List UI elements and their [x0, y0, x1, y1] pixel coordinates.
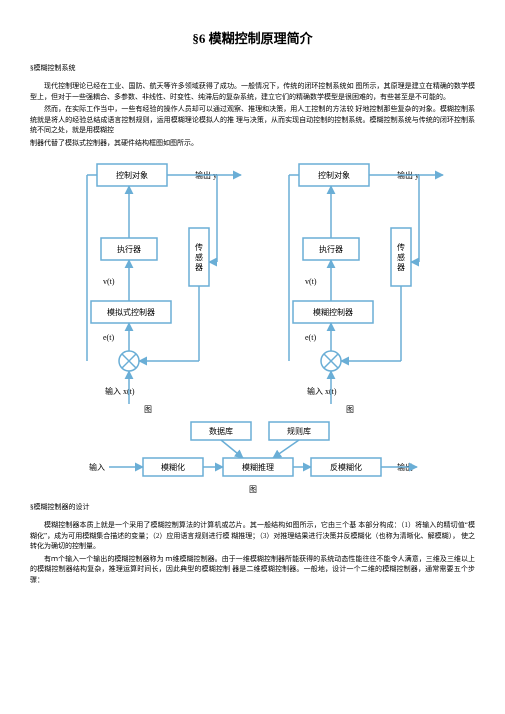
para1: 现代控制理论已经在工业、国防、航天等许多领域获得了成功。一般情况下，传统的闭环控…: [30, 81, 475, 102]
page: §6 模糊控制原理简介 §模糊控制系统 现代控制理论已经在工业、国防、航天等许多…: [0, 0, 505, 617]
title: §6 模糊控制原理简介: [30, 28, 475, 47]
svg-text:图: 图: [249, 485, 257, 494]
svg-text:v(t): v(t): [305, 277, 317, 286]
para4: 模糊控制器本质上就是一个采用了模糊控制算法的计算机或芯片。其一般结构如图所示，它…: [30, 520, 475, 552]
svg-text:v(t): v(t): [103, 277, 115, 286]
svg-text:执行器: 执行器: [117, 244, 141, 254]
para3: 制器代替了模拟式控制器，其硬件结构框图如图所示。: [30, 138, 475, 149]
svg-text:规则库: 规则库: [287, 426, 311, 436]
svg-text:传: 传: [397, 242, 405, 252]
svg-text:e(t): e(t): [305, 333, 316, 342]
section1-heading: §模糊控制系统: [30, 63, 475, 73]
svg-text:执行器: 执行器: [319, 244, 343, 254]
svg-text:控制对象: 控制对象: [116, 170, 148, 180]
svg-text:模糊化: 模糊化: [161, 462, 185, 472]
svg-text:图: 图: [144, 405, 152, 414]
svg-text:控制对象: 控制对象: [318, 170, 350, 180]
svg-text:模拟式控制器: 模拟式控制器: [107, 307, 155, 317]
feedback-diagram-right: 控制对象输出 y传感器执行器v(t)模糊控制器e(t)输入 x(t)图: [259, 156, 449, 414]
svg-text:感: 感: [397, 252, 405, 262]
svg-text:模糊推理: 模糊推理: [242, 462, 274, 472]
para5: 有ｍ个输入一个输出的模糊控制器称为 ｍ维模糊控制器。由于一维模糊控制器所能获得的…: [30, 554, 475, 586]
svg-text:图: 图: [346, 405, 354, 414]
svg-text:输入 x(t): 输入 x(t): [105, 386, 135, 396]
svg-text:器: 器: [397, 263, 405, 272]
fuzzy-controller-diagram: 数据库规则库模糊化模糊推理反模糊化输入输出图: [83, 418, 423, 498]
svg-text:输入 x(t): 输入 x(t): [307, 386, 337, 396]
svg-text:感: 感: [195, 252, 203, 262]
svg-text:模糊控制器: 模糊控制器: [313, 307, 353, 317]
svg-text:e(t): e(t): [103, 333, 114, 342]
svg-text:反模糊化: 反模糊化: [330, 462, 362, 472]
para2: 然而，在实际工作当中，一些有经验的操作人员却可以通过观察、推理和决策，用人工控制…: [30, 104, 475, 136]
svg-text:传: 传: [195, 242, 203, 252]
feedback-diagram-left: 控制对象输出 y传感器执行器v(t)模拟式控制器e(t)输入 x(t)图: [57, 156, 247, 414]
svg-text:数据库: 数据库: [209, 426, 233, 436]
svg-text:器: 器: [195, 263, 203, 272]
diagram-row: 控制对象输出 y传感器执行器v(t)模拟式控制器e(t)输入 x(t)图 控制对…: [30, 156, 475, 414]
section2-heading: §模糊控制器的设计: [30, 502, 475, 512]
svg-text:输入: 输入: [89, 462, 105, 472]
